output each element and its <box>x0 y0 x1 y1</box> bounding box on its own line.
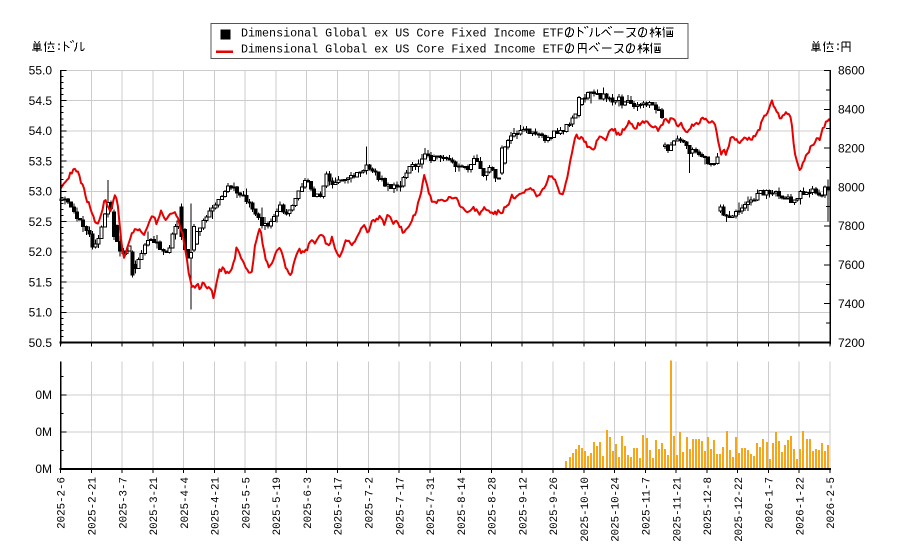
svg-text:2025-3-7: 2025-3-7 <box>118 477 130 529</box>
svg-text:0M: 0M <box>35 425 52 439</box>
svg-text:54.5: 54.5 <box>29 94 53 108</box>
svg-text:2025-7-31: 2025-7-31 <box>426 477 438 535</box>
svg-text:2025-5-19: 2025-5-19 <box>272 477 284 535</box>
svg-text:55.0: 55.0 <box>29 64 53 78</box>
svg-text:2026-2-5: 2026-2-5 <box>826 477 838 529</box>
svg-text:51.0: 51.0 <box>29 306 53 320</box>
svg-text:53.5: 53.5 <box>29 154 53 168</box>
svg-text:53.0: 53.0 <box>29 185 53 199</box>
svg-text:8600: 8600 <box>838 64 865 78</box>
svg-text:2026-1-22: 2026-1-22 <box>795 477 807 535</box>
svg-text:2025-4-4: 2025-4-4 <box>180 477 192 529</box>
svg-text:2025-12-22: 2025-12-22 <box>734 477 746 542</box>
svg-text::: : <box>56 40 63 54</box>
svg-text:2025-10-24: 2025-10-24 <box>611 477 623 542</box>
svg-text:8200: 8200 <box>838 141 865 155</box>
svg-text:7200: 7200 <box>838 336 865 350</box>
svg-text:52.5: 52.5 <box>29 215 53 229</box>
svg-text:Dimensional Global ex US Core: Dimensional Global ex US Core Fixed Inco… <box>241 43 564 57</box>
svg-text:0M: 0M <box>35 388 52 402</box>
svg-text:2025-8-14: 2025-8-14 <box>457 477 469 535</box>
svg-text:2025-2-6: 2025-2-6 <box>57 477 69 529</box>
svg-text:2025-12-8: 2025-12-8 <box>703 477 715 535</box>
svg-text:2025-9-12: 2025-9-12 <box>518 477 530 535</box>
svg-text:2025-7-17: 2025-7-17 <box>395 477 407 535</box>
svg-text:8400: 8400 <box>838 103 865 117</box>
svg-text::: : <box>835 40 842 54</box>
svg-text:0M: 0M <box>35 462 52 476</box>
svg-text:2026-1-7: 2026-1-7 <box>765 477 777 529</box>
svg-text:8000: 8000 <box>838 180 865 194</box>
svg-text:2025-8-28: 2025-8-28 <box>488 477 500 535</box>
svg-text:2025-10-10: 2025-10-10 <box>580 477 592 542</box>
svg-text:2025-5-5: 2025-5-5 <box>241 477 253 529</box>
svg-text:51.5: 51.5 <box>29 275 53 289</box>
svg-text:7400: 7400 <box>838 297 865 311</box>
svg-text:2025-6-3: 2025-6-3 <box>303 477 315 529</box>
svg-text:7800: 7800 <box>838 219 865 233</box>
svg-text:2025-6-17: 2025-6-17 <box>334 477 346 535</box>
svg-text:2025-4-21: 2025-4-21 <box>211 477 223 535</box>
svg-text:2025-11-21: 2025-11-21 <box>672 477 684 542</box>
svg-text:50.5: 50.5 <box>29 336 53 350</box>
svg-text:7600: 7600 <box>838 258 865 272</box>
svg-text:2025-11-7: 2025-11-7 <box>642 477 654 535</box>
svg-text:Dimensional Global ex US Core: Dimensional Global ex US Core Fixed Inco… <box>241 27 564 41</box>
svg-text:54.0: 54.0 <box>29 124 53 138</box>
svg-text:52.0: 52.0 <box>29 245 53 259</box>
svg-text:2025-2-21: 2025-2-21 <box>88 477 100 535</box>
svg-text:2025-3-21: 2025-3-21 <box>149 477 161 535</box>
svg-text:2025-7-2: 2025-7-2 <box>365 477 377 529</box>
svg-text:2025-9-26: 2025-9-26 <box>549 477 561 535</box>
